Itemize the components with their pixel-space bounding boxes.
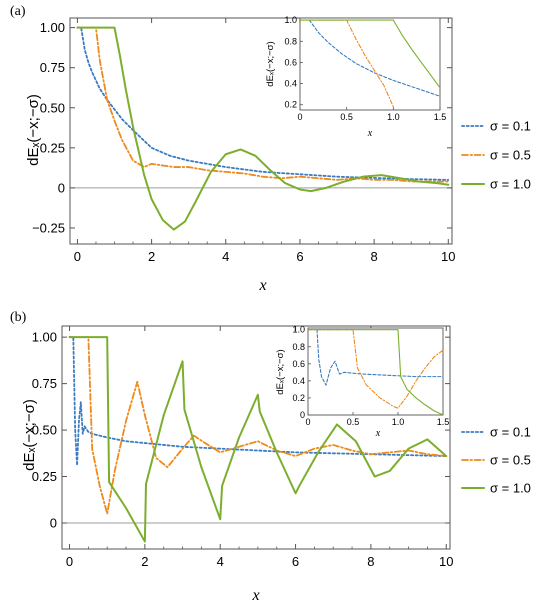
inset-y-tick-label: 0.2	[284, 100, 297, 110]
y-tick-label: 1.00	[40, 20, 65, 35]
inset-y-tick-label: 0.6	[284, 57, 297, 67]
legend-entry: σ = 0.5	[490, 148, 531, 163]
inset-x-tick-label: 1.5	[434, 112, 447, 122]
inset-x-tick-label: 0.5	[340, 112, 353, 122]
x-tick-label: 6	[292, 554, 299, 569]
inset-series-group	[308, 329, 443, 415]
inset-plot: 0 0.5 1.0 1.5 0.2 0.4 0.6 0.8 1.0 x dEₓ(−x;−σ)	[265, 15, 446, 139]
inset-x-axis-label: x	[375, 428, 381, 439]
x-tick-label: 10	[441, 249, 455, 264]
inset-x-tick-label: 1.0	[392, 417, 405, 427]
inset-y-tick-label: 0.8	[292, 342, 305, 352]
inset-x-tick-label: 0	[305, 417, 310, 427]
series-group	[68, 336, 448, 543]
series-line-sigma-1-0	[76, 26, 450, 231]
inset-y-axis-label: dEₓ(−x;−σ)	[275, 349, 286, 394]
inset-plot: 0 0.5 1.0 1.5 0 0.2 0.4 0.6 0.8 1.0 x dEₓ(−x;−σ)	[275, 325, 449, 439]
y-tick-label: 0.50	[40, 100, 65, 115]
plot-frame	[61, 325, 451, 550]
x-tick-label: 4	[222, 249, 229, 264]
y-tick-label: 0.25	[40, 140, 65, 155]
series-line-sigma-0-1	[68, 336, 448, 467]
inset-y-tick-label: 0.6	[292, 359, 305, 369]
series-line-sigma-0-5	[68, 336, 448, 515]
inset-y-tick-label: 0.8	[284, 36, 297, 46]
x-tick-label: 0	[74, 249, 81, 264]
legend-entry: σ = 0.5	[490, 453, 531, 468]
inset-y-tick-label: 0.4	[284, 79, 297, 89]
panel-label: (a)	[10, 4, 26, 19]
y-axis-label: dEₓ(−x;−σ)	[25, 94, 42, 166]
inset-frame	[307, 327, 444, 416]
legend-entry: σ = 1.0	[490, 177, 531, 192]
x-tick-label: 10	[439, 554, 453, 569]
x-tick-label: 8	[367, 554, 374, 569]
x-tick-label: 4	[217, 554, 224, 569]
inset-series-group	[300, 19, 440, 108]
legend-entry: σ = 1.0	[490, 481, 531, 496]
y-tick-label: −0.25	[32, 220, 65, 235]
y-tick-label: 0	[58, 180, 65, 195]
x-tick-label: 6	[296, 249, 303, 264]
inset-x-tick-label: 1.5	[437, 417, 450, 427]
y-axis-label: dEₓ(−x;−σ)	[21, 399, 38, 471]
y-tick-label: 0.50	[32, 423, 57, 438]
inset-x-tick-label: 0	[297, 112, 302, 122]
inset-series-line-sigma-0-5	[308, 329, 443, 409]
y-tick-label: 1.00	[32, 330, 57, 345]
x-tick-label: 0	[66, 554, 73, 569]
inset-y-axis-label: dEₓ(−x;−σ)	[265, 41, 276, 86]
inset-x-tick-label: 1.0	[387, 112, 400, 122]
legend-entry: σ = 0.1	[490, 119, 531, 134]
inset-x-tick-label: 0.5	[347, 417, 360, 427]
inset-y-tick-label: 1.0	[292, 325, 305, 335]
series-line-sigma-1-0	[68, 336, 448, 543]
inset-y-tick-label: 0.2	[292, 393, 305, 403]
y-tick-label: 0.25	[32, 469, 57, 484]
x-axis-label: x	[251, 587, 259, 604]
y-tick-label: 0.75	[32, 376, 57, 391]
x-tick-label: 8	[370, 249, 377, 264]
legend: σ = 0.1 σ = 0.5 σ = 1.0	[461, 425, 531, 496]
inset-y-tick-label: 0	[300, 410, 305, 420]
x-tick-label: 2	[148, 249, 155, 264]
y-tick-label: 0	[50, 515, 57, 530]
panel-label: (b)	[10, 310, 27, 325]
inset-x-axis-label: x	[367, 128, 373, 139]
inset-series-line-sigma-0-1	[308, 19, 440, 97]
inset-y-tick-label: 1.0	[284, 15, 297, 25]
legend-entry: σ = 0.1	[490, 425, 531, 440]
x-tick-label: 2	[141, 554, 148, 569]
inset-y-tick-label: 0.4	[292, 376, 305, 386]
series-group	[76, 26, 450, 231]
plot-frame	[69, 17, 453, 245]
inset-series-line-sigma-1-0	[300, 19, 440, 89]
panel-a: (a)0 2 4 6 8 10−0.2500.250.500.751.00xdEₓ(−x;…	[10, 4, 531, 294]
inset-series-line-sigma-0-1	[316, 329, 443, 386]
y-tick-label: 0.75	[40, 60, 65, 75]
series-line-sigma-0-1	[76, 26, 450, 181]
inset-series-line-sigma-1-0	[308, 329, 443, 415]
x-axis-label: x	[258, 277, 266, 294]
legend: σ = 0.1 σ = 0.5 σ = 1.0	[461, 119, 531, 192]
